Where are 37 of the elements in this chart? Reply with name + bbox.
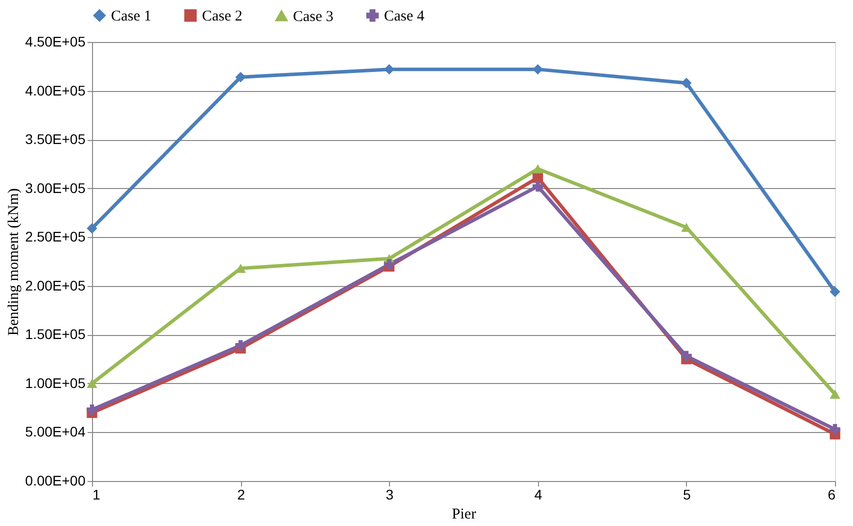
point — [235, 340, 246, 351]
x-tick-label: 5 — [683, 486, 691, 502]
point — [830, 424, 840, 435]
y-tick-label: 1.00E+05 — [25, 374, 86, 391]
point — [86, 378, 98, 388]
y-tick-label: 4.50E+05 — [25, 34, 86, 50]
point — [830, 286, 840, 297]
y-tick-label: 3.50E+05 — [25, 131, 86, 148]
x-tick-label: 6 — [828, 486, 836, 502]
point — [830, 390, 840, 399]
point — [532, 64, 544, 75]
point — [384, 64, 394, 75]
x-tick-label: 1 — [92, 486, 100, 502]
x-axis-title: Pier — [452, 506, 476, 522]
y-tick-label: 0.00E+00 — [25, 472, 86, 488]
x-tick-label: 2 — [237, 486, 246, 502]
y-tick-label: 2.50E+05 — [25, 228, 86, 245]
point — [86, 404, 98, 416]
x-tick-label: 3 — [386, 486, 394, 502]
point — [681, 78, 692, 88]
point — [86, 223, 98, 234]
point — [532, 164, 544, 174]
point — [235, 72, 246, 82]
y-tick-label: 5.00E+04 — [25, 424, 86, 440]
y-tick-label: 3.00E+05 — [25, 180, 86, 196]
point — [532, 181, 544, 192]
legend-label: Case 2 — [202, 8, 242, 25]
legend-label: Case 4 — [384, 8, 425, 25]
legend-label: Case 3 — [293, 8, 334, 25]
y-tick-label: 2.00E+05 — [25, 277, 86, 294]
legend-label: Case 1 — [111, 8, 152, 25]
point — [681, 222, 692, 232]
y-tick-label: 1.50E+05 — [25, 326, 86, 342]
x-tick-label: 4 — [534, 486, 542, 502]
y-tick-label: 4.00E+05 — [25, 82, 86, 98]
y-axis-title: Bending moment (kNm) — [6, 188, 22, 336]
point — [681, 350, 692, 362]
